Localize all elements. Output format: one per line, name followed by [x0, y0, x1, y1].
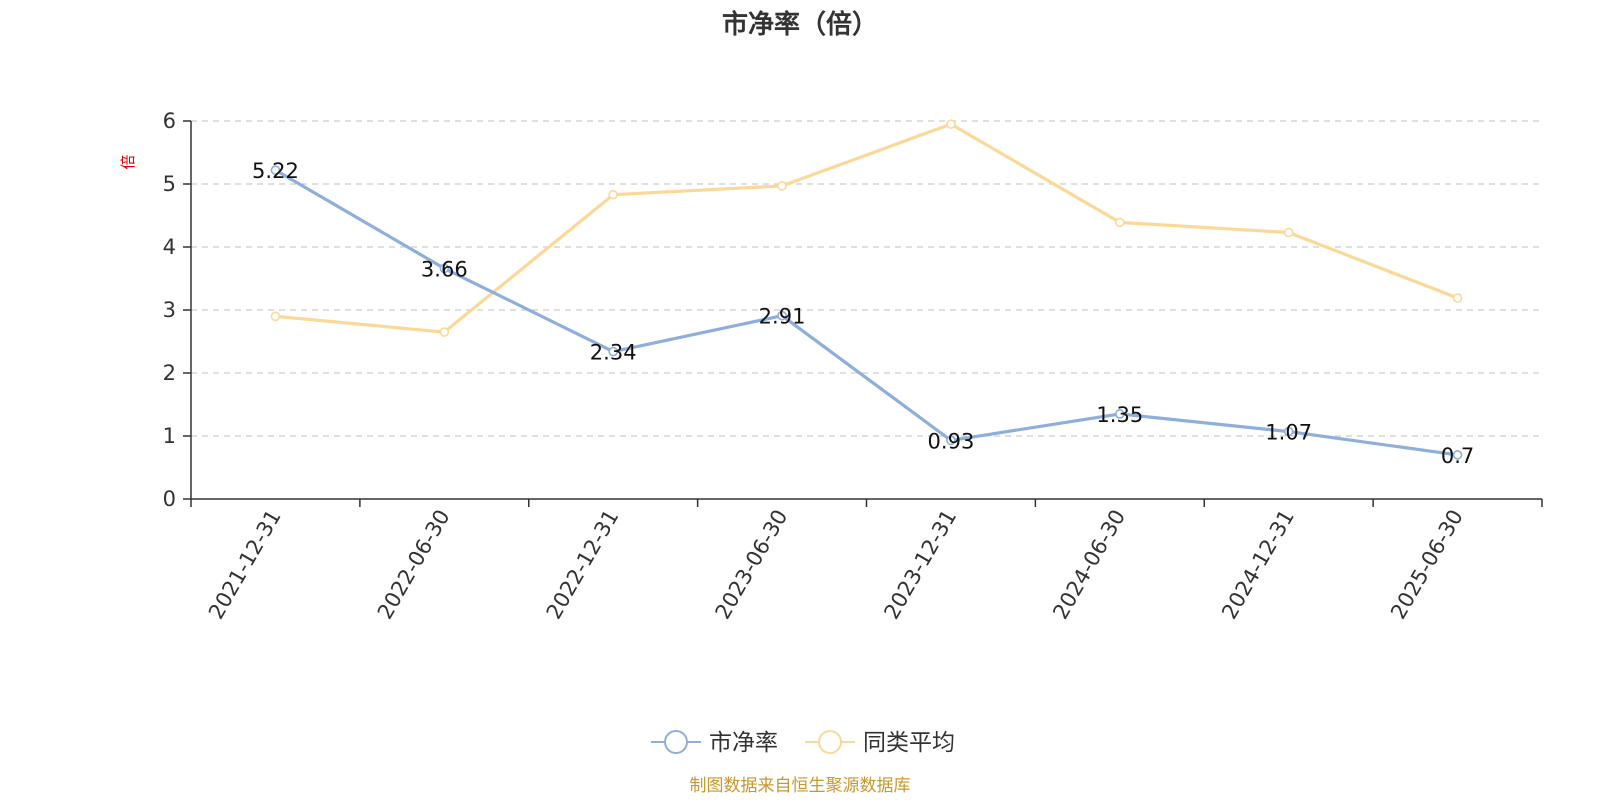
data-label: 2.34 [590, 341, 637, 365]
data-point[interactable] [1283, 426, 1294, 437]
data-labels: 5.22 3.66 2.34 2.91 0.93 1.35 1.07 0.7 [252, 159, 1474, 468]
data-label: 5.22 [252, 159, 299, 183]
x-tick-label: 2022-06-30 [373, 506, 455, 624]
y-tick-label: 4 [163, 235, 176, 259]
data-point[interactable] [1283, 227, 1294, 238]
y-tick-label: 1 [163, 424, 176, 448]
data-point[interactable] [946, 119, 956, 129]
data-point[interactable] [439, 263, 450, 274]
y-tick-label: 6 [163, 109, 176, 133]
data-label: 0.93 [928, 429, 975, 453]
x-tick-label: 2021-12-31 [204, 506, 286, 624]
source-note: 制图数据来自恒生聚源数据库 [690, 776, 911, 796]
data-label: 0.7 [1441, 444, 1474, 468]
series-lines [270, 119, 1463, 460]
data-point[interactable] [608, 189, 618, 200]
data-point[interactable] [1115, 217, 1125, 228]
data-point[interactable] [270, 311, 281, 322]
data-label: 1.35 [1096, 403, 1143, 427]
x-tick-label: 2022-12-31 [542, 506, 624, 624]
legend-item-pb-ratio[interactable]: 市净率 [651, 730, 778, 756]
y-tick-label: 3 [163, 298, 176, 322]
data-label: 2.91 [759, 305, 806, 329]
y-tick-label: 5 [163, 172, 176, 196]
x-tick-label: 2024-12-31 [1217, 506, 1299, 624]
y-tick-label: 2 [163, 361, 176, 385]
x-tick-label: 2025-06-30 [1386, 506, 1468, 624]
series-line-peer-average [275, 122, 1459, 334]
grid-lines [191, 120, 1542, 437]
data-point[interactable] [1452, 450, 1463, 460]
y-axis-unit-label: 倍 [119, 154, 137, 169]
data-point[interactable] [608, 346, 618, 357]
legend-marker [664, 730, 688, 754]
legend-label: 同类平均 [863, 730, 955, 756]
x-tick-label: 2023-06-30 [711, 506, 793, 624]
data-label: 1.07 [1265, 421, 1312, 445]
legend-marker [818, 730, 842, 754]
series-line-pb-ratio [274, 168, 1458, 457]
data-point[interactable] [777, 181, 787, 191]
chart-title: 市净率（倍） [722, 9, 878, 40]
data-point[interactable] [439, 327, 450, 337]
y-tick-label: 0 [163, 487, 176, 511]
data-point[interactable] [946, 435, 956, 446]
data-point[interactable] [1452, 293, 1463, 303]
data-label: 3.66 [421, 257, 468, 281]
legend-label: 市净率 [709, 730, 778, 756]
x-tick-label: 2024-06-30 [1048, 506, 1130, 624]
data-point[interactable] [777, 310, 787, 321]
legend-item-peer-average[interactable]: 同类平均 [805, 730, 955, 756]
data-point[interactable] [270, 165, 281, 175]
x-tick-label: 2023-12-31 [879, 506, 961, 624]
legend[interactable]: 市净率 同类平均 [651, 730, 955, 756]
data-point[interactable] [1115, 409, 1125, 419]
